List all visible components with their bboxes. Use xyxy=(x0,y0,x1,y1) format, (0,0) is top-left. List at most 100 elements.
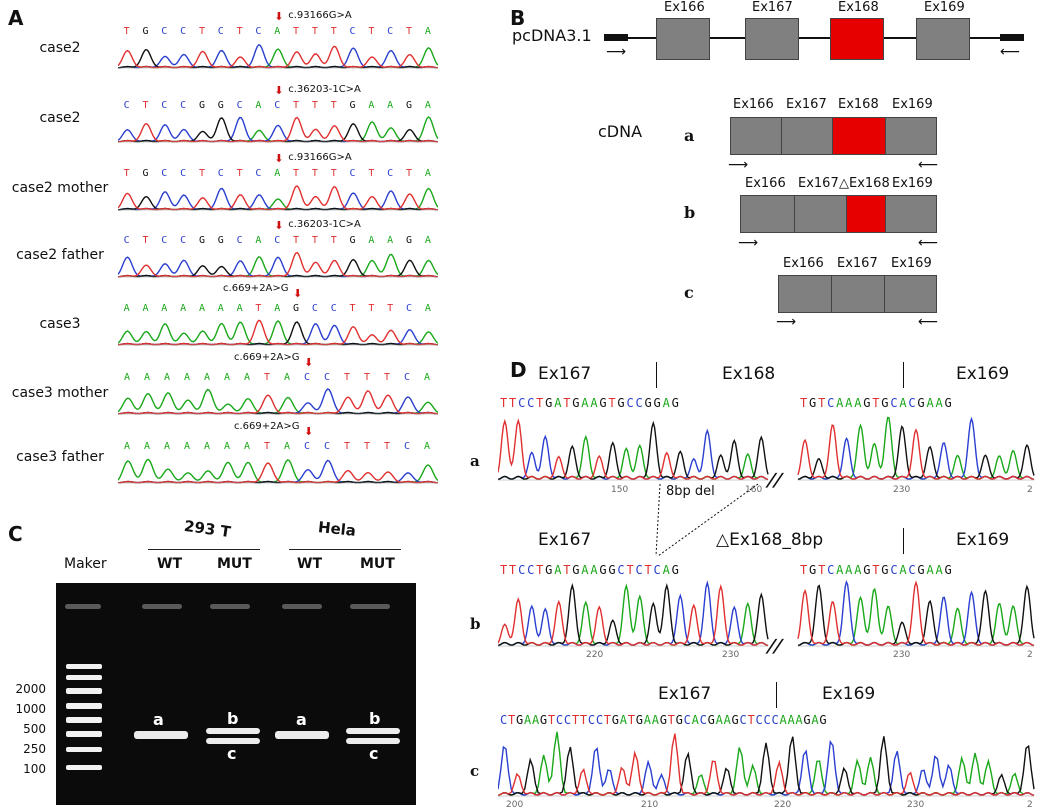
d-a-tick-160: 160 xyxy=(745,485,763,495)
base-call: A xyxy=(787,713,796,727)
base-call: C xyxy=(161,26,168,37)
base-call: T xyxy=(579,713,588,727)
base-call: T xyxy=(236,26,243,37)
base-call: T xyxy=(500,396,510,410)
base-call: T xyxy=(500,563,510,577)
trace-G xyxy=(118,48,438,69)
base-call: T xyxy=(509,563,519,577)
d-a-tick-230: 230 xyxy=(893,485,911,495)
base-call: A xyxy=(164,441,171,452)
trace-A xyxy=(498,434,769,481)
base-call: G xyxy=(917,563,927,577)
size-label-2000: 2000 xyxy=(15,682,46,696)
base-call: C xyxy=(595,713,604,727)
band-293t-wt xyxy=(134,731,188,739)
base-call: C xyxy=(180,100,187,111)
base-call: A xyxy=(424,372,431,383)
base-call: A xyxy=(124,372,131,383)
cdna-b-exon-168-truncated xyxy=(846,195,886,233)
base-call: G xyxy=(349,100,356,111)
cdna-b-reverse-arrow: ⟵ xyxy=(918,235,939,251)
base-call: T xyxy=(608,396,618,410)
base-call: G xyxy=(863,563,873,577)
well-5 xyxy=(350,604,390,609)
d-c-tick-2: 2 xyxy=(1027,800,1033,810)
size-label-1000: 1000 xyxy=(15,702,46,716)
mutation-arrow-icon: ⬇ xyxy=(304,425,314,438)
group-hela-label: Hela xyxy=(317,518,357,540)
base-call: C xyxy=(626,396,636,410)
cdna-c-exon-166 xyxy=(778,275,832,313)
d-a-ex169-label: Ex169 xyxy=(956,364,1010,384)
base-call: G xyxy=(671,563,681,577)
base-call: A xyxy=(274,26,281,37)
cdna-a-exon-168-label: Ex168 xyxy=(838,97,879,112)
cdna-c-reverse-arrow: ⟵ xyxy=(918,314,939,330)
cdna-label: cDNA xyxy=(598,122,643,141)
mutation-label: c.669+2A>G xyxy=(234,421,300,432)
band-label-b-hela: b xyxy=(369,709,381,728)
trace-G xyxy=(797,425,1035,481)
base-call: G xyxy=(545,563,555,577)
cdna-a-exon-166 xyxy=(730,117,782,155)
base-call: A xyxy=(255,100,262,111)
base-call: A xyxy=(184,372,191,383)
base-call: A xyxy=(854,396,864,410)
base-call: A xyxy=(184,441,191,452)
cdna-c-forward-arrow: ⟶ xyxy=(776,314,797,330)
base-call: T xyxy=(384,372,391,383)
base-call: A xyxy=(424,303,431,314)
base-call: T xyxy=(387,303,394,314)
base-call: G xyxy=(142,168,149,179)
trace-T xyxy=(118,389,438,415)
mutation-label: c.93166G>A xyxy=(288,10,352,21)
base-call: C xyxy=(635,563,645,577)
base-call: C xyxy=(771,713,780,727)
base-call: C xyxy=(180,235,187,246)
base-call: T xyxy=(198,168,205,179)
base-call: C xyxy=(890,396,900,410)
trace-left xyxy=(498,418,769,481)
base-call: A xyxy=(581,396,591,410)
well-4 xyxy=(282,604,322,609)
base-call: A xyxy=(424,100,431,111)
d-deletion-lines xyxy=(655,483,759,557)
base-call: G xyxy=(406,235,413,246)
d-c-tick-230: 230 xyxy=(907,800,925,810)
d-c-seq: CTGAAGTCCTTCCTGATGAAGTGCACGAAGCTCCCAAAGA… xyxy=(500,713,827,727)
band-hela-wt xyxy=(275,731,329,739)
base-call: T xyxy=(142,235,149,246)
base-call: C xyxy=(255,26,262,37)
trace-T xyxy=(118,45,438,69)
vector-end-left xyxy=(604,34,628,41)
marker-band-250 xyxy=(66,747,102,752)
base-call: C xyxy=(587,713,596,727)
base-call: A xyxy=(217,303,224,314)
base-call: G xyxy=(944,396,954,410)
base-call: T xyxy=(872,563,882,577)
d-a-ex168-label: Ex168 xyxy=(722,364,776,384)
d-c-tick-220: 220 xyxy=(774,800,792,810)
marker-band-1000 xyxy=(66,703,102,709)
trace-T xyxy=(797,580,1035,647)
base-call: G xyxy=(707,713,716,727)
trace-T xyxy=(118,319,438,346)
base-call: C xyxy=(653,563,663,577)
panel-a-chromatogram xyxy=(118,388,438,415)
base-call: C xyxy=(387,26,394,37)
base-call: G xyxy=(617,396,627,410)
base-call: C xyxy=(387,168,394,179)
base-call: A xyxy=(935,563,945,577)
base-call: G xyxy=(731,713,740,727)
base-call: G xyxy=(944,563,954,577)
base-call: G xyxy=(142,26,149,37)
base-call: T xyxy=(293,26,300,37)
cdna-a-exon-169-label: Ex169 xyxy=(892,97,933,112)
trace-T xyxy=(498,418,769,481)
base-call: T xyxy=(603,713,612,727)
cdna-a-exon-169 xyxy=(885,117,937,155)
base-call: T xyxy=(626,563,636,577)
base-call: T xyxy=(800,563,810,577)
d-b-ex169-label: Ex169 xyxy=(956,530,1010,550)
base-call: T xyxy=(311,100,318,111)
